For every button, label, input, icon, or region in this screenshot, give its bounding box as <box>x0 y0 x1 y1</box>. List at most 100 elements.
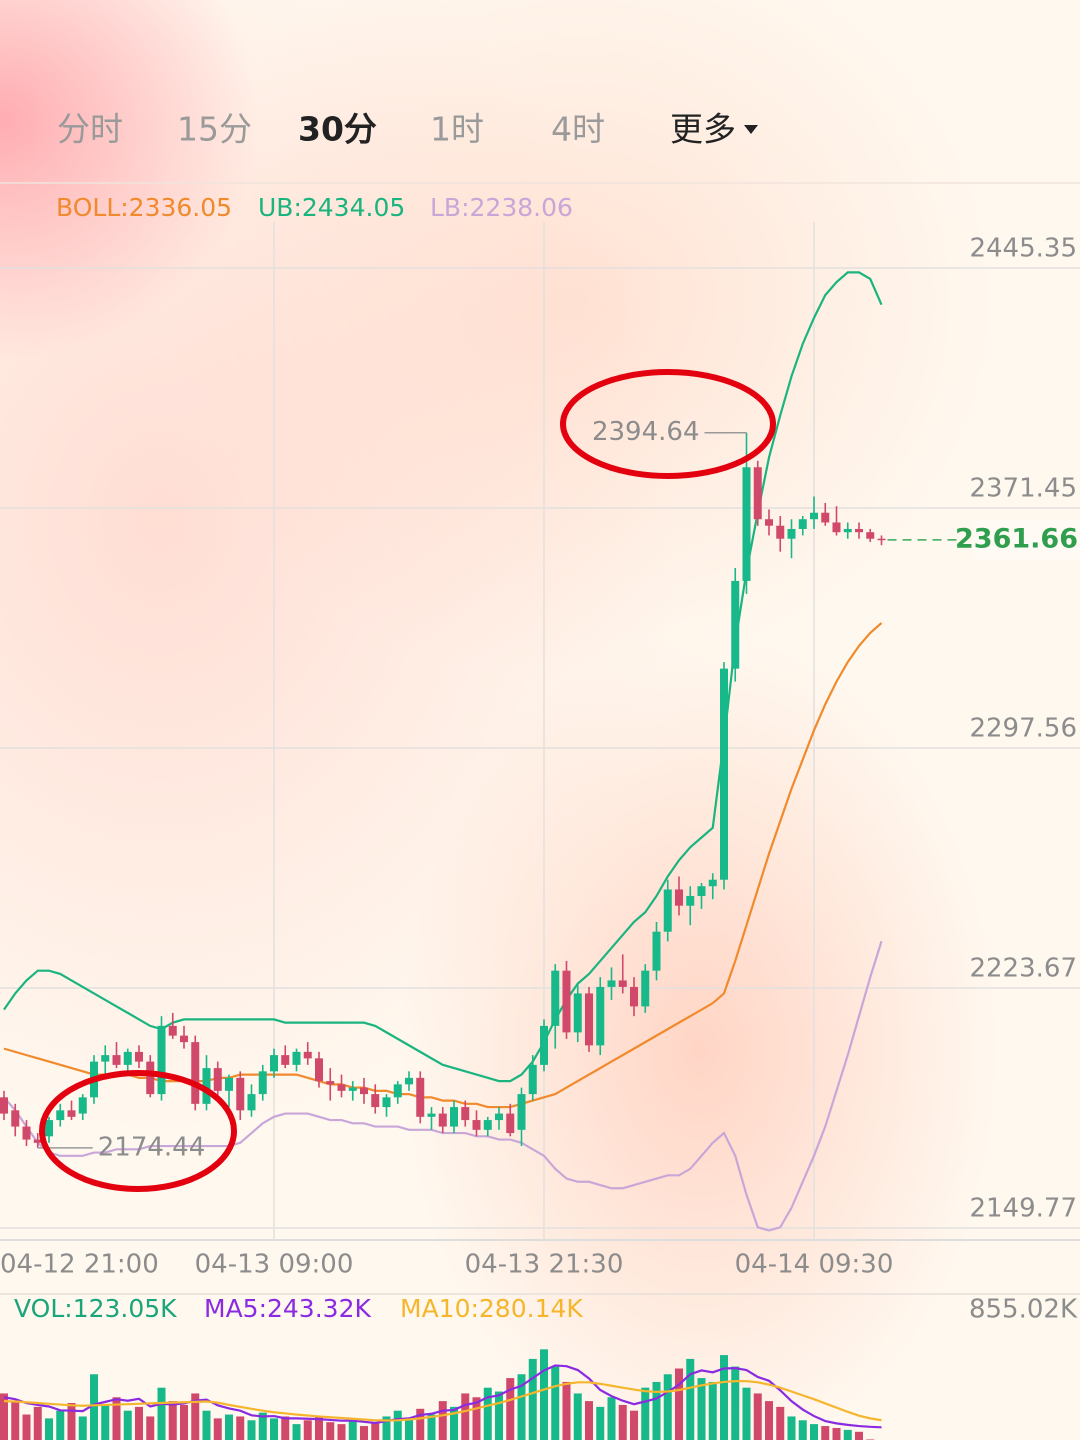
candle-body <box>776 525 785 539</box>
candle-body <box>315 1058 323 1082</box>
volume-bar <box>753 1393 762 1440</box>
volume-bar <box>258 1412 267 1440</box>
candle-body <box>483 1120 492 1130</box>
candle-body <box>596 986 605 1046</box>
candle-body <box>348 1087 357 1091</box>
candle-body <box>292 1051 301 1065</box>
volume-bar <box>405 1418 413 1440</box>
volume-bar <box>540 1349 548 1440</box>
volume-bar <box>146 1416 155 1440</box>
volume-bar <box>360 1426 368 1440</box>
y-tick-label: 2297.56 <box>969 714 1077 744</box>
volume-bar <box>22 1414 31 1440</box>
volume-bar <box>585 1401 593 1440</box>
volume-bar <box>202 1410 211 1440</box>
volume-bar <box>213 1418 222 1440</box>
candle-body <box>495 1113 503 1121</box>
tab[interactable]: 15分 <box>177 110 252 149</box>
volume-bar <box>225 1414 233 1440</box>
volume-bar <box>663 1374 672 1440</box>
volume-bar <box>101 1404 110 1440</box>
boll-line <box>3 940 883 1232</box>
candle-body <box>11 1110 20 1127</box>
volume-bar <box>686 1358 695 1440</box>
volume-bar <box>67 1403 76 1440</box>
candle-body <box>337 1084 346 1091</box>
candle-body <box>472 1120 481 1130</box>
candle-body <box>427 1113 436 1117</box>
candle-body <box>585 993 593 1046</box>
volume-bar <box>495 1391 503 1440</box>
candle-body <box>382 1097 391 1108</box>
candle-body <box>787 528 796 539</box>
volume-bar <box>517 1374 526 1440</box>
volume-bar <box>798 1420 807 1440</box>
candle-body <box>877 538 886 541</box>
candle-body <box>686 895 695 906</box>
candle-body <box>855 528 863 533</box>
candle-body <box>0 1097 8 1114</box>
volume-bar <box>843 1429 852 1440</box>
candle-body <box>450 1107 458 1127</box>
tab[interactable]: 分时 <box>57 110 123 149</box>
candle-body <box>562 970 571 1033</box>
x-tick-label: 04-12 21:00 <box>0 1250 159 1280</box>
volume-bar <box>416 1408 425 1440</box>
volume-bar <box>292 1424 301 1440</box>
candle-body <box>258 1071 267 1095</box>
y-tick-label: 2445.35 <box>969 234 1077 264</box>
tab-more[interactable]: 更多 <box>670 110 736 149</box>
ma-line <box>3 1364 882 1429</box>
volume-bar <box>315 1416 323 1440</box>
candle-body <box>135 1051 143 1062</box>
boll-line <box>3 622 883 1109</box>
volume-bar <box>821 1426 830 1440</box>
volume-bar <box>562 1381 571 1440</box>
volume-bar <box>528 1358 537 1440</box>
plot: 2149.77 2223.67 2297.56 2371.45 2445.35 04-12… <box>0 193 1080 1440</box>
candle-body <box>810 512 818 520</box>
volume-bar <box>270 1418 278 1440</box>
volume-bar <box>630 1410 638 1440</box>
tab-active[interactable]: 30分 <box>298 110 377 149</box>
candle-body <box>281 1055 290 1065</box>
volume-bar <box>393 1410 402 1440</box>
candle-body <box>33 1139 42 1143</box>
candle-body <box>416 1077 425 1117</box>
volume-bar <box>348 1420 357 1440</box>
candle-body <box>225 1077 233 1091</box>
candle-body <box>461 1107 470 1121</box>
candle-body <box>213 1068 222 1091</box>
tab[interactable]: 1时 <box>430 110 484 149</box>
volume-bar <box>765 1401 773 1440</box>
y-tick-label: 2149.77 <box>969 1194 1077 1224</box>
candle-body <box>720 668 728 880</box>
candle-body <box>303 1051 312 1059</box>
volume-bar <box>675 1368 683 1440</box>
volume-bar <box>78 1416 87 1440</box>
volume-bar <box>652 1381 661 1440</box>
volume-bar <box>56 1410 65 1440</box>
y-tick-label: 2371.45 <box>969 474 1077 504</box>
volume-bar <box>472 1397 481 1440</box>
volume-bar <box>168 1401 177 1440</box>
volume-bar <box>382 1416 391 1440</box>
candle-body <box>618 980 627 987</box>
candle-body <box>202 1068 211 1104</box>
candle-body <box>652 931 661 971</box>
candle-body <box>157 1025 166 1095</box>
candle-body <box>551 970 560 1026</box>
volume-bar <box>708 1381 717 1440</box>
candle-body <box>180 1035 188 1043</box>
legend-entry: MA5:243.32K <box>204 1294 371 1323</box>
min-label: 2174.44 <box>98 1132 206 1162</box>
dropdown-arrow <box>744 125 758 134</box>
max-label: 2394.64 <box>592 417 700 447</box>
candle-body <box>832 522 841 533</box>
candle-body <box>360 1087 368 1095</box>
volume-bar <box>427 1414 436 1440</box>
candle-body <box>540 1025 548 1065</box>
tab[interactable]: 4时 <box>551 110 605 149</box>
legend-entry: BOLL:2336.05 <box>56 193 232 222</box>
volume-bar <box>303 1420 312 1440</box>
